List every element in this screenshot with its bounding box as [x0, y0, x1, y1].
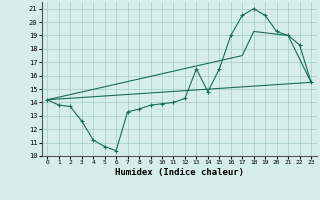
X-axis label: Humidex (Indice chaleur): Humidex (Indice chaleur) [115, 168, 244, 177]
